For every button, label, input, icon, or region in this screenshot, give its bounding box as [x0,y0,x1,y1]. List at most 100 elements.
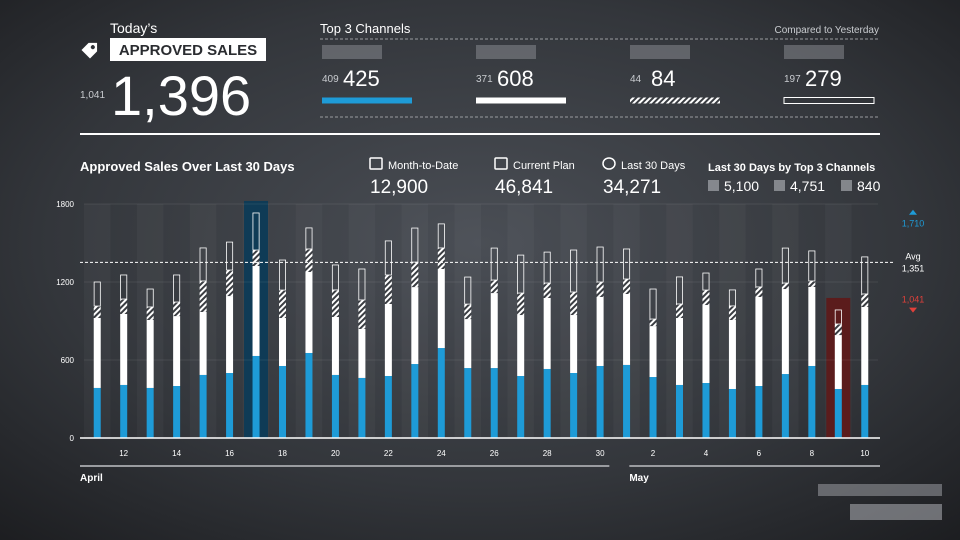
bar-segment [517,375,525,438]
bar-segment [861,384,869,438]
x-tick-label: 12 [119,449,128,458]
bar-segment [305,271,313,353]
x-tick-label: 24 [437,449,446,458]
footer-blur [850,504,942,520]
channel-previous: 44 [630,74,642,85]
bar-segment [649,377,657,438]
bar-segment [437,348,445,438]
bar-segment [199,311,207,375]
bar-segment [517,254,525,294]
bar-segment [543,368,551,438]
x-tick-label: 14 [172,449,181,458]
channel-name-blur [322,45,382,59]
bar-segment [702,272,710,291]
bar-segment [384,240,392,276]
bar-segment [623,279,631,294]
bar-segment [755,296,763,386]
bar-segment [411,287,419,365]
bar-segment [808,365,816,438]
tag-icon [81,42,98,59]
channel-icon-blur [708,180,719,191]
channel-icon-blur [774,180,785,191]
bar-segment [490,280,498,294]
channels-title: Top 3 Channels [320,21,411,36]
bar-segment [570,315,578,373]
bar-segment [596,296,604,366]
bar-segment [146,288,154,308]
bar-segment [437,269,445,349]
x-tick-label: 8 [810,449,815,458]
bar-segment [728,388,736,438]
bar-segment [834,388,842,438]
metric-value: 12,900 [370,177,428,198]
bar-segment [570,292,578,316]
bar-segment [331,289,339,317]
bar-segment [755,286,763,297]
bar-segment [146,387,154,438]
channel-name-blur [630,45,690,59]
bar-segment [676,276,684,305]
bar-segment [279,290,286,319]
metric-label: Month-to-Date [388,160,458,172]
bar-segment [464,319,472,369]
channel-name-blur [784,45,844,59]
bar-segment [411,262,419,288]
bar-segment [861,306,869,385]
bar-segment [781,247,789,284]
metric-label: Last 30 Days [621,160,686,172]
today-value: 1,396 [111,64,251,127]
channel-bar [630,97,720,104]
bar-segment [861,256,869,295]
y-tick-label: 1800 [56,200,74,209]
bar-segment [861,293,869,307]
bar-segment [199,280,207,312]
x-tick-label: 2 [651,449,656,458]
bar-segment [676,384,683,438]
bar-segment [781,374,789,438]
bar-segment [173,316,181,386]
bar-segment [93,318,101,388]
bar-segment [384,274,392,304]
channel-previous: 197 [784,74,801,85]
bar-segment [596,282,604,297]
bar-segment [623,293,631,365]
channel-bar [783,97,875,104]
bar-segment [384,303,392,376]
bar-segment [543,283,551,298]
metric-icon [494,157,508,170]
bar-segment [120,313,128,385]
bar-segment [411,364,419,438]
bar-segment [676,318,683,385]
bar-segment [437,247,445,269]
bar-segment [649,319,657,327]
bar-segment [226,270,234,297]
bar-segment [728,319,736,389]
bar-segment [331,264,339,291]
bar-segment [226,373,234,438]
bar-segment [120,274,128,300]
bar-segment [543,251,551,284]
bar-segment [623,364,631,438]
bar-segment [808,280,816,287]
channel-icon-blur [841,180,852,191]
bar-segment [676,303,683,319]
bar-segment [702,290,710,306]
bar-segment [649,326,657,378]
channel-bar [322,97,412,104]
bar-segment [596,365,604,438]
bar-segment [252,266,260,356]
bar-segment [146,319,154,388]
channel-value: 84 [651,66,675,91]
bar-segment [199,374,207,438]
bar-segment [490,247,498,281]
chart-title: Approved Sales Over Last 30 Days [80,159,295,174]
channel-value: 279 [805,66,842,91]
bar-segment [252,355,260,438]
average-label: Avg [905,251,920,261]
bar-segment [781,283,789,290]
compare-label: Compared to Yesterday [774,25,879,36]
bar-segment [252,212,260,251]
average-value: 1,351 [902,263,925,273]
channel-name-blur [476,45,536,59]
